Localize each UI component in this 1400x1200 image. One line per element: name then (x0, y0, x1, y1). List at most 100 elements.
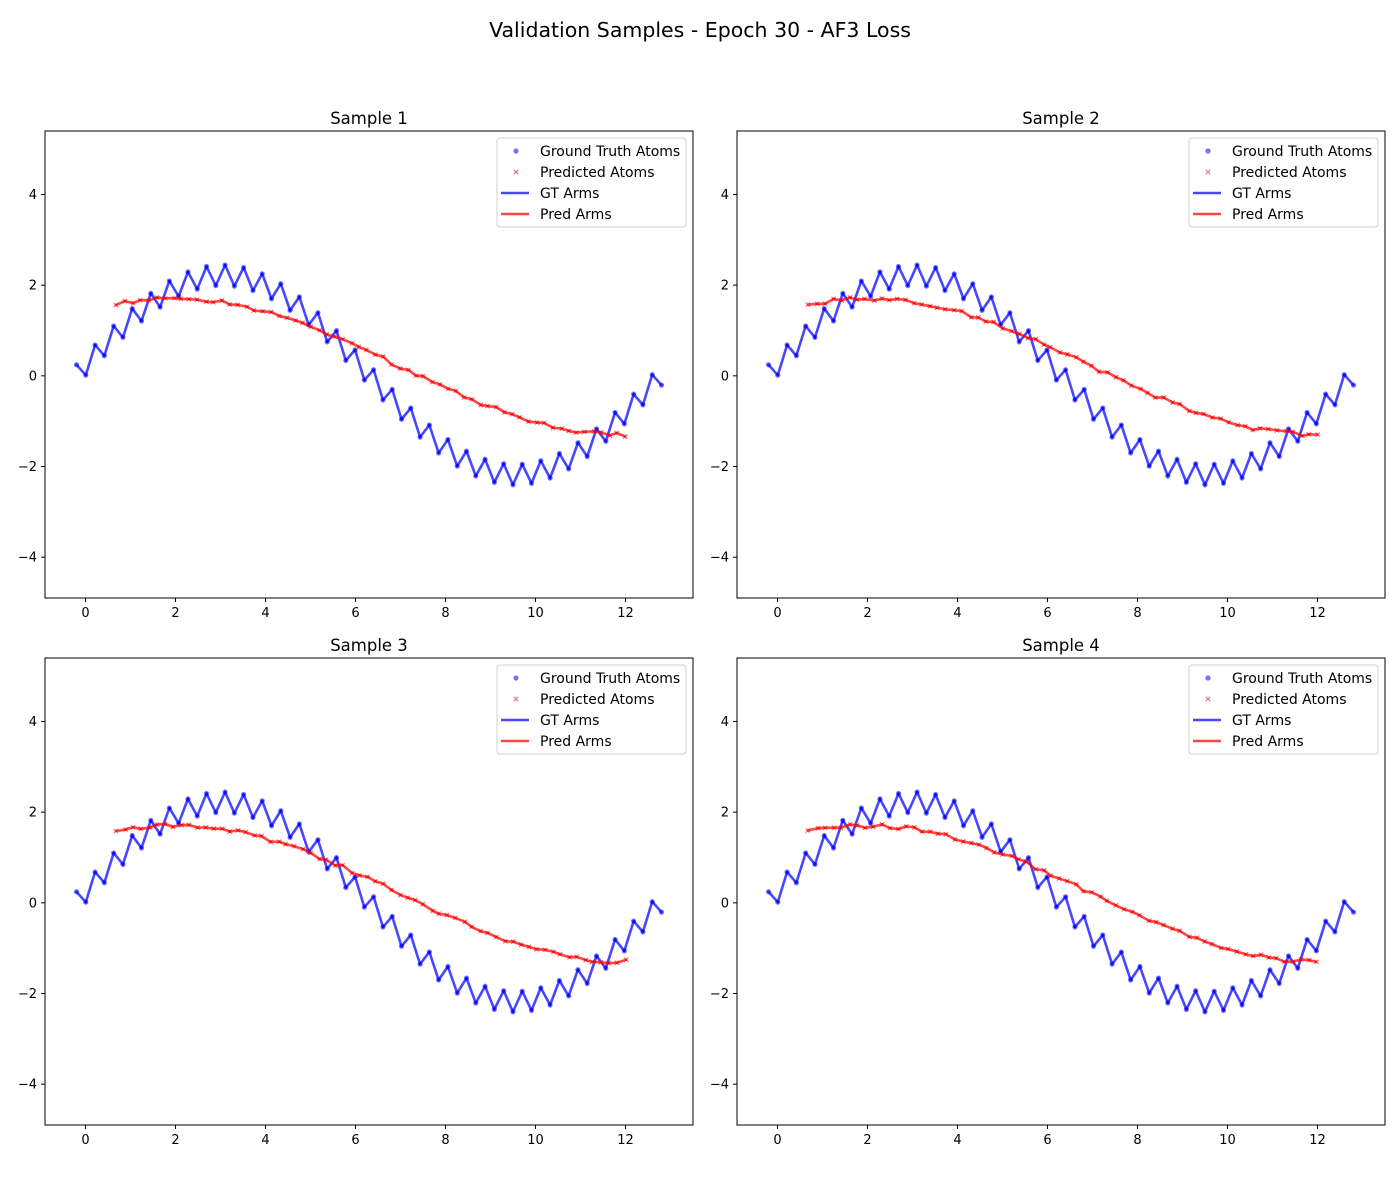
gt-atom-point (1267, 967, 1273, 973)
gt-arm-segment (971, 809, 984, 839)
gt-atom-point (222, 262, 228, 268)
gt-arm-segment (558, 979, 570, 998)
legend-handle (513, 148, 519, 154)
y-tick-label: 0 (721, 896, 729, 911)
pred-atom-point (976, 842, 982, 848)
gt-arm-segment (1175, 457, 1188, 484)
pred-atom-point (1015, 856, 1022, 862)
gt-atom-point (914, 789, 920, 795)
gt-atom-point (914, 262, 920, 268)
pred-atom-point (276, 839, 282, 845)
subplot-sample-3: Sample 3 0 2 4 6 8 10 12 −4 −2 0 2 4 Ground Truth Ato… (0, 627, 694, 1187)
gt-atom-point (83, 899, 89, 905)
gt-arm-segment (335, 856, 348, 889)
subplot-title: Sample 4 (1022, 636, 1100, 655)
pred-atom-point (293, 317, 299, 324)
gt-arm-segment (511, 462, 524, 487)
x-tick-label: 8 (441, 606, 449, 621)
legend-label: GT Arms (1232, 186, 1291, 202)
pred-atom-point (138, 826, 144, 832)
gt-arm-segment (1333, 373, 1346, 407)
pred-atom-point (822, 301, 828, 307)
gt-arm-segment (121, 307, 134, 339)
pred-arm-segment (187, 823, 199, 829)
pred-atom-point (1057, 349, 1063, 356)
pred-atom-point (445, 386, 451, 392)
gt-arm-segment (1203, 989, 1216, 1014)
pred-atom-point (927, 303, 933, 309)
gt-arm-segment (233, 793, 245, 815)
x-tick-label: 6 (351, 606, 359, 621)
gt-atom-point (1304, 409, 1310, 416)
pred-arm-segment (904, 825, 916, 829)
gt-arm-segment (795, 851, 807, 885)
pred-atom-point (1064, 878, 1070, 884)
axes-frame (44, 130, 694, 599)
gt-atom-point (501, 461, 507, 467)
gt-arm-segment (316, 838, 329, 871)
pred-atom-point (243, 829, 249, 835)
plot-svg: Sample 3 0 2 4 6 8 10 12 −4 −2 0 2 4 Ground Truth Ato… (18, 636, 694, 1148)
pred-atom-point (566, 954, 573, 960)
gt-arm-segment (1194, 462, 1207, 487)
pred-atom-point (477, 928, 484, 934)
gt-atom-point (868, 820, 874, 826)
pred-atom-point (137, 297, 143, 303)
gt-atom-point (951, 798, 957, 804)
gt-arm-segment (897, 792, 910, 814)
gt-atom-point (157, 304, 163, 310)
pred-atom-point (1153, 919, 1159, 925)
gt-arm-segment (813, 834, 826, 866)
pred-atom-point (583, 957, 589, 963)
gt-atom-point (445, 963, 451, 970)
gt-arm-segment (1027, 856, 1040, 889)
subplot-title: Sample 3 (330, 636, 408, 655)
gt-atom-point (1146, 990, 1152, 996)
gt-arm-segment (776, 343, 789, 377)
pred-atom-point (1080, 888, 1086, 894)
pred-atom-point (397, 365, 403, 372)
gt-arm-segment (251, 272, 264, 292)
pred-atom-point (453, 388, 459, 394)
gt-atom-point (241, 264, 247, 271)
gt-atom-point (1165, 473, 1171, 479)
gt-atom-point (631, 391, 637, 397)
gt-atom-point (259, 271, 265, 277)
pred-atom-point (1105, 369, 1111, 375)
gt-atom-point (241, 791, 247, 798)
pred-arm-segment (309, 325, 321, 332)
legend-label: GT Arms (540, 713, 599, 729)
pred-atom-point (1225, 946, 1231, 952)
pred-arm-segment (437, 912, 449, 917)
pred-atom-point (1128, 382, 1134, 389)
pred-atom-point (203, 824, 209, 831)
gt-atom-point (436, 977, 442, 983)
gt-arm-segment (860, 279, 872, 298)
gt-atom-point (1081, 913, 1087, 919)
gt-arm-segment (990, 822, 1002, 854)
pred-atom-point (179, 822, 185, 828)
pred-atom-point (1281, 959, 1287, 965)
gt-atom-point (803, 850, 809, 856)
y-tick-label: 0 (721, 369, 729, 384)
pred-arm-segment (1202, 412, 1214, 419)
gt-atom-point (222, 789, 228, 795)
pred-atom-point (573, 429, 579, 436)
pred-atom-point (510, 939, 516, 945)
pred-atom-point (934, 305, 940, 311)
gt-arm-segment (1231, 459, 1244, 480)
gt-atom-point (765, 889, 772, 895)
x-tick-label: 6 (351, 1133, 359, 1148)
gt-atom-point (1267, 440, 1273, 446)
pred-atom-point (927, 829, 933, 835)
gt-atom-point (905, 810, 911, 816)
x-tick-label: 4 (953, 606, 961, 621)
gt-atom-point (194, 813, 200, 819)
gt-arm-segment (242, 793, 255, 819)
pred-atom-point (420, 373, 426, 379)
gt-arm-segment (214, 263, 227, 287)
gt-atom-point (858, 278, 864, 284)
y-tick-label: 4 (29, 188, 37, 203)
pred-atom-point (1313, 959, 1320, 965)
pred-atom-point (598, 429, 604, 435)
